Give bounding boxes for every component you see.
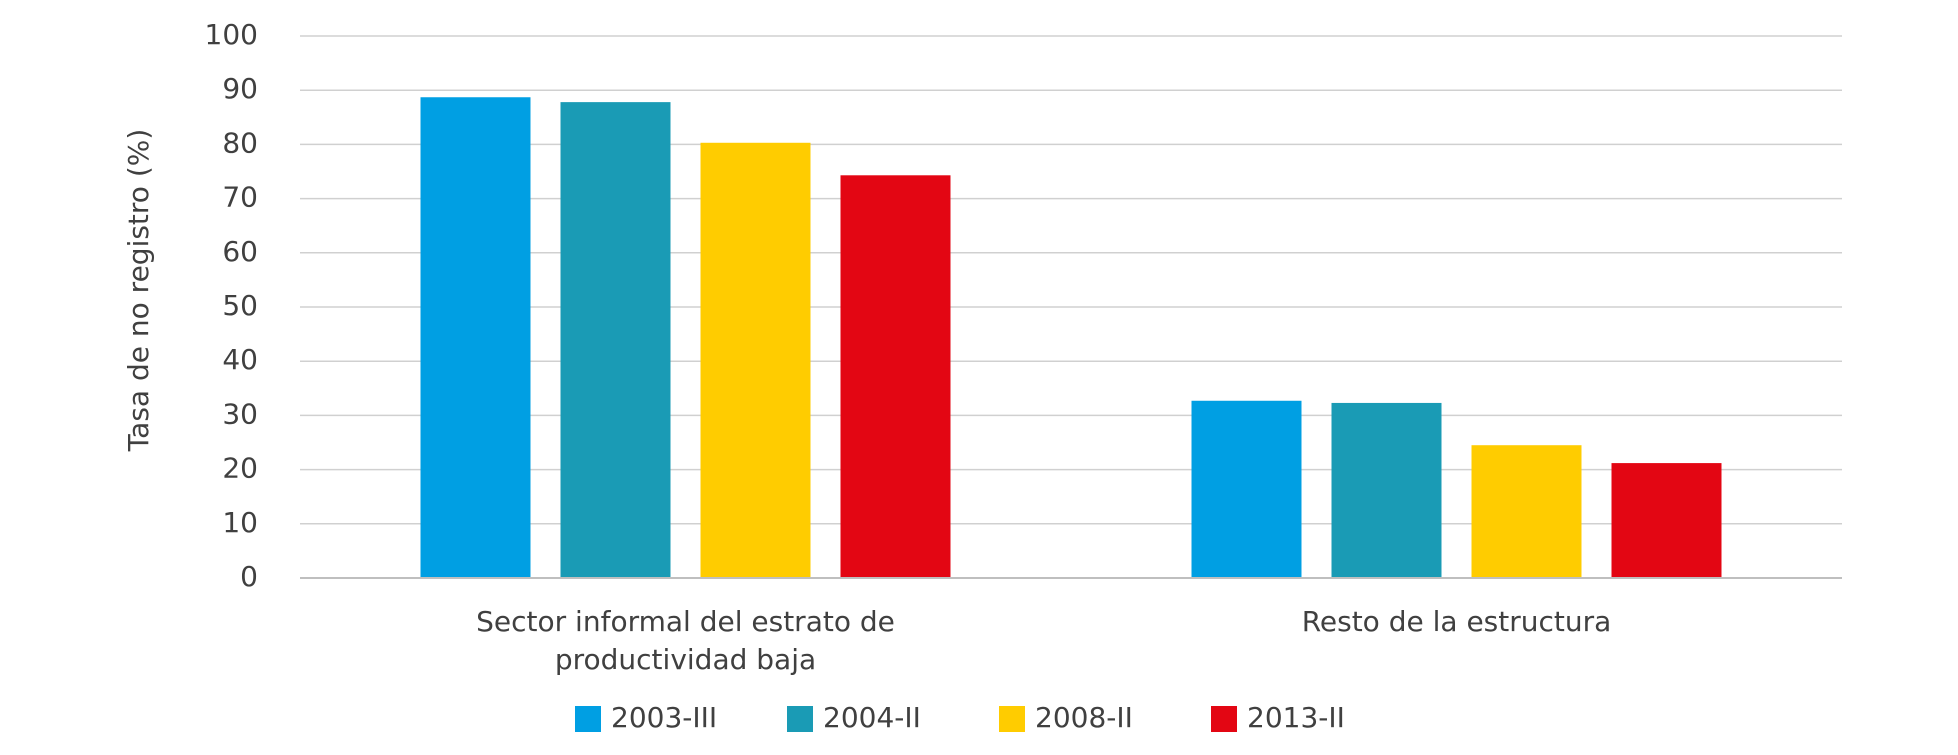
- legend-swatch: [999, 706, 1025, 732]
- y-tick-label: 30: [222, 397, 258, 430]
- y-tick-label: 0: [240, 560, 258, 593]
- bar: [700, 142, 811, 579]
- legend-swatch: [575, 706, 601, 732]
- legend-label: 2013-II: [1247, 701, 1345, 734]
- bar: [420, 97, 531, 578]
- legend-label: 2008-II: [1035, 701, 1133, 734]
- y-tick-label: 90: [222, 72, 258, 105]
- x-tick-label: Sector informal del estrato de productiv…: [476, 605, 895, 676]
- bar: [1471, 445, 1582, 578]
- y-axis-title: Tasa de no registro (%): [122, 129, 155, 453]
- x-tick-label: Resto de la estructura: [1301, 605, 1612, 638]
- bar: [1611, 463, 1722, 578]
- y-tick-label: 40: [222, 343, 258, 376]
- legend-swatch: [1211, 706, 1237, 732]
- legend-label: 2004-II: [823, 701, 921, 734]
- y-tick-label: 80: [222, 126, 258, 159]
- y-tick-label: 10: [222, 506, 258, 539]
- y-tick-label: 70: [222, 181, 258, 214]
- y-tick-label: 60: [222, 235, 258, 268]
- bar: [560, 102, 671, 579]
- bar: [1191, 400, 1302, 578]
- legend-label: 2003-III: [611, 701, 717, 734]
- y-tick-label: 50: [222, 289, 258, 322]
- legend-swatch: [787, 706, 813, 732]
- bar: [1331, 402, 1442, 578]
- y-tick-label: 20: [222, 452, 258, 485]
- bar: [840, 175, 951, 578]
- y-tick-label: 100: [205, 18, 258, 51]
